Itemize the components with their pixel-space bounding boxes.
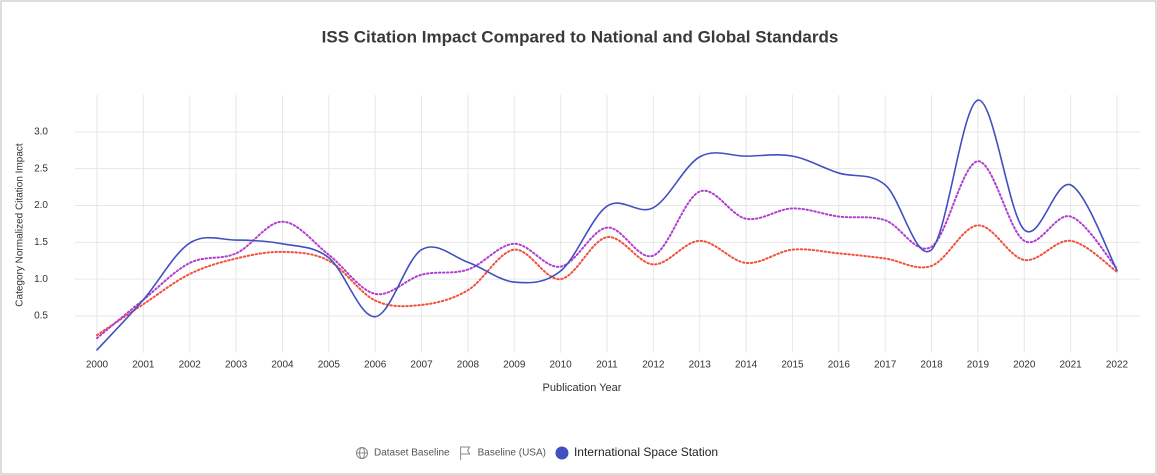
y-tick-label: 2.5 xyxy=(34,163,48,174)
series-line xyxy=(96,99,1118,351)
legend-label: International Space Station xyxy=(574,445,718,459)
x-tick-label: 2018 xyxy=(920,360,943,371)
x-tick-label: 2012 xyxy=(642,360,665,371)
x-axis-label: Publication Year xyxy=(543,382,622,394)
x-tick-label: 2007 xyxy=(410,360,433,371)
series-line xyxy=(96,224,1118,337)
y-tick-label: 1.0 xyxy=(34,274,48,285)
y-tick-label: 1.5 xyxy=(34,237,48,248)
y-tick-label: 3.0 xyxy=(34,126,48,137)
y-tick-label: 2.0 xyxy=(34,200,48,211)
series-line xyxy=(96,160,1118,340)
x-tick-label: 2009 xyxy=(503,360,526,371)
x-tick-label: 2006 xyxy=(364,360,387,371)
y-axis-label: Category Normalized Citation Impact xyxy=(15,143,26,307)
x-tick-label: 2019 xyxy=(967,360,990,371)
legend-icon xyxy=(460,446,471,460)
x-tick-label: 2016 xyxy=(828,360,851,371)
x-tick-label: 2010 xyxy=(550,360,573,371)
legend-label: Dataset Baseline xyxy=(374,448,450,459)
x-tick-label: 2013 xyxy=(689,360,712,371)
x-tick-label: 2005 xyxy=(318,360,341,371)
x-tick-label: 2001 xyxy=(132,360,155,371)
x-tick-label: 2008 xyxy=(457,360,480,371)
legend-label: Baseline (USA) xyxy=(478,448,546,459)
chart-title: ISS Citation Impact Compared to National… xyxy=(322,27,839,46)
legend-item: International Space Station xyxy=(555,445,718,460)
legend-item: Baseline (USA) xyxy=(460,446,546,460)
x-tick-label: 2004 xyxy=(271,360,294,371)
legend-icon xyxy=(555,446,569,460)
x-tick-label: 2014 xyxy=(735,360,758,371)
x-tick-label: 2003 xyxy=(225,360,248,371)
y-tick-label: 0.5 xyxy=(34,311,48,322)
x-tick-label: 2011 xyxy=(596,360,618,371)
x-tick-label: 2020 xyxy=(1013,360,1036,371)
x-tick-label: 2015 xyxy=(781,360,804,371)
x-tick-label: 2000 xyxy=(86,360,109,371)
x-tick-label: 2021 xyxy=(1060,360,1083,371)
legend-item: Dataset Baseline xyxy=(356,447,450,459)
x-tick-label: 2017 xyxy=(874,360,897,371)
x-tick-label: 2002 xyxy=(179,360,202,371)
x-tick-label: 2022 xyxy=(1106,360,1129,371)
